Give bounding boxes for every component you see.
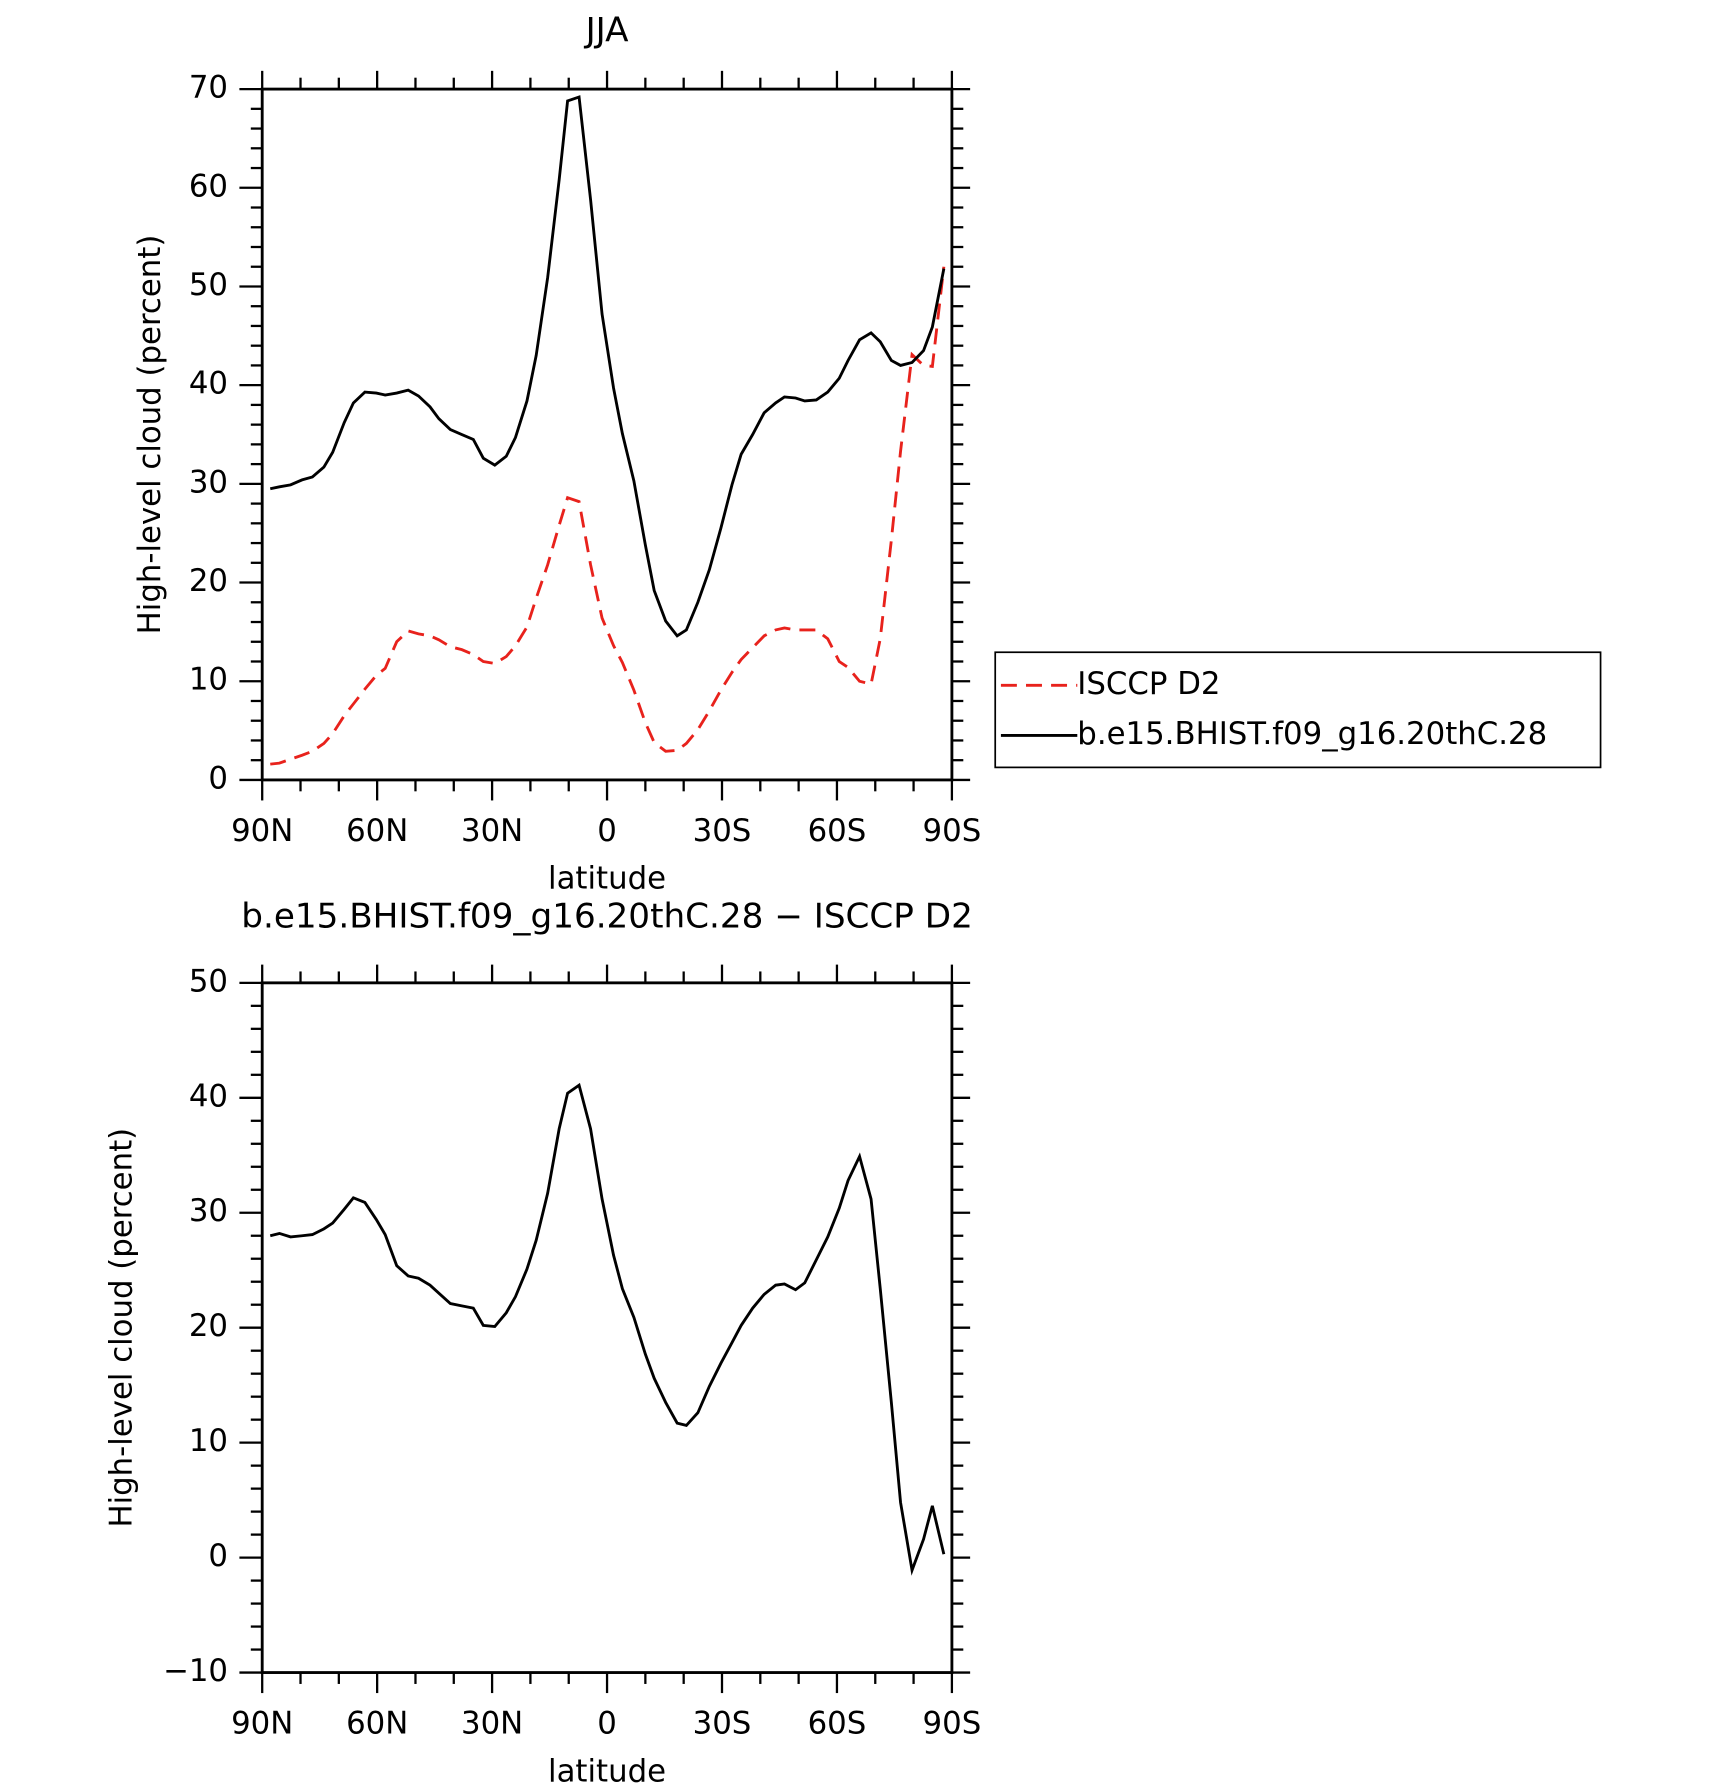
- x-axis-label: latitude: [548, 1753, 666, 1789]
- y-tick-label: 50: [189, 963, 228, 999]
- y-tick-label: 50: [189, 267, 228, 303]
- x-tick-label: 90S: [923, 813, 982, 849]
- y-tick-label: 70: [189, 70, 228, 106]
- y-axis-label: High-level cloud (percent): [132, 235, 168, 635]
- data-line: [269, 95, 946, 638]
- plot-frame: [260, 87, 954, 782]
- y-tick-label: 40: [189, 1078, 228, 1114]
- x-tick-label: 60S: [808, 1705, 867, 1741]
- legend-label: b.e15.BHIST.f09_g16.20thC.28: [1077, 716, 1547, 752]
- x-tick-label: 60S: [808, 813, 867, 849]
- x-tick-label: 30N: [461, 1705, 523, 1741]
- y-axis-label: High-level cloud (percent): [104, 1128, 140, 1528]
- x-tick-label: 30S: [693, 813, 752, 849]
- y-tick-label: 10: [189, 1423, 228, 1459]
- x-tick-label: 90S: [923, 1705, 982, 1741]
- y-tick-label: 40: [189, 366, 228, 402]
- x-tick-label: 30N: [461, 813, 523, 849]
- x-tick-label: 60N: [346, 1705, 408, 1741]
- y-tick-label: 20: [189, 1308, 228, 1344]
- x-tick-label: 30S: [693, 1705, 752, 1741]
- x-axis-label: latitude: [548, 861, 666, 897]
- legend-box: [994, 651, 1602, 769]
- legend-label: ISCCP D2: [1077, 666, 1220, 702]
- x-tick-label: 90N: [231, 1705, 293, 1741]
- y-tick-label: −10: [163, 1653, 228, 1689]
- chart-title: JJA: [584, 11, 630, 51]
- y-tick-label: 20: [189, 563, 228, 599]
- y-tick-label: 10: [189, 662, 228, 698]
- data-line: [269, 1082, 946, 1576]
- y-tick-label: 0: [208, 1538, 228, 1574]
- x-tick-label: 0: [597, 813, 617, 849]
- x-tick-label: 90N: [231, 813, 293, 849]
- chart-title: b.e15.BHIST.f09_g16.20thC.28 − ISCCP D2: [241, 896, 973, 936]
- y-tick-label: 30: [189, 1193, 228, 1229]
- x-tick-label: 60N: [346, 813, 408, 849]
- y-tick-label: 0: [208, 760, 228, 796]
- plot-frame: [260, 981, 954, 1674]
- x-tick-label: 0: [597, 1705, 617, 1741]
- y-tick-label: 60: [189, 168, 228, 204]
- y-tick-label: 30: [189, 464, 228, 500]
